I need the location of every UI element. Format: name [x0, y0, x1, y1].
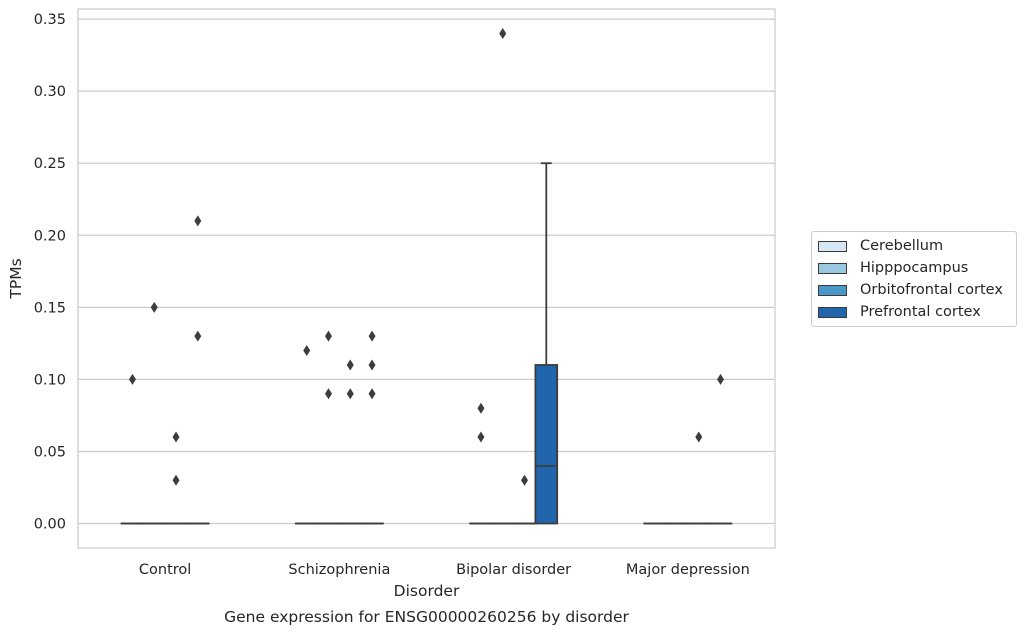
legend-item: Hipppocampus [818, 258, 968, 278]
y-tick-label: 0.05 [34, 444, 66, 460]
y-tick-labels: 0.00 0.05 0.10 0.15 0.20 0.25 0.30 0.35 [34, 12, 66, 532]
outlier-point [346, 388, 354, 400]
outlier-point [368, 388, 376, 400]
legend-label: Cerebellum [860, 238, 944, 254]
y-tick-label: 0.25 [34, 156, 66, 172]
outlier-point [521, 474, 529, 486]
y-tick-label: 0.35 [34, 12, 66, 28]
legend-swatch [818, 240, 847, 252]
outlier-point [128, 373, 136, 385]
legend: Cerebellum Hipppocampus Orbitofrontal co… [811, 231, 1017, 327]
outlier-point [477, 402, 485, 414]
x-tick-label: Schizophrenia [288, 562, 390, 578]
outlier-point [303, 345, 311, 357]
x-tick-label: Bipolar disorder [456, 562, 571, 578]
outlier-point [172, 431, 180, 443]
legend-swatch [818, 284, 847, 296]
y-axis-label: TPMs [7, 258, 25, 299]
legend-label: Prefrontal cortex [860, 304, 981, 320]
box-3-2 [534, 162, 559, 525]
boxes [120, 162, 733, 525]
plot-frame [77, 8, 776, 549]
outlier-point [194, 215, 202, 227]
outlier-point [150, 301, 158, 313]
legend-label: Hipppocampus [860, 260, 969, 276]
y-tick-label: 0.10 [34, 372, 66, 388]
y-tick-label: 0.15 [34, 300, 66, 316]
outlier-point [346, 359, 354, 371]
box-body [534, 364, 559, 525]
outliers [128, 28, 725, 486]
gridlines [78, 18, 775, 525]
legend-swatch [818, 306, 847, 318]
legend-swatch [818, 262, 847, 274]
outlier-point [717, 373, 725, 385]
outlier-point [324, 388, 332, 400]
y-tick-label: 0.00 [34, 517, 66, 533]
y-tick-label: 0.30 [34, 84, 66, 100]
x-tick-label: Control [139, 562, 191, 578]
legend-label: Orbitofrontal cortex [860, 282, 1003, 298]
outlier-point [324, 330, 332, 342]
outlier-point [194, 330, 202, 342]
outlier-point [695, 431, 703, 443]
x-tick-label: Major depression [626, 562, 750, 578]
outlier-point [172, 474, 180, 486]
y-tick-label: 0.20 [34, 228, 66, 244]
legend-item: Orbitofrontal cortex [818, 280, 1003, 300]
x-tick-labels: Control Schizophrenia Bipolar disorder Majo… [139, 562, 750, 578]
chart-title: Gene expression for ENSG00000260256 by d… [224, 608, 629, 626]
outlier-point [477, 431, 485, 443]
legend-item: Cerebellum [818, 236, 943, 256]
legend-item: Prefrontal cortex [818, 302, 981, 322]
outlier-point [499, 28, 507, 39]
x-axis-label: Disorder [394, 582, 460, 600]
outlier-point [368, 330, 376, 342]
outlier-point [368, 359, 376, 371]
